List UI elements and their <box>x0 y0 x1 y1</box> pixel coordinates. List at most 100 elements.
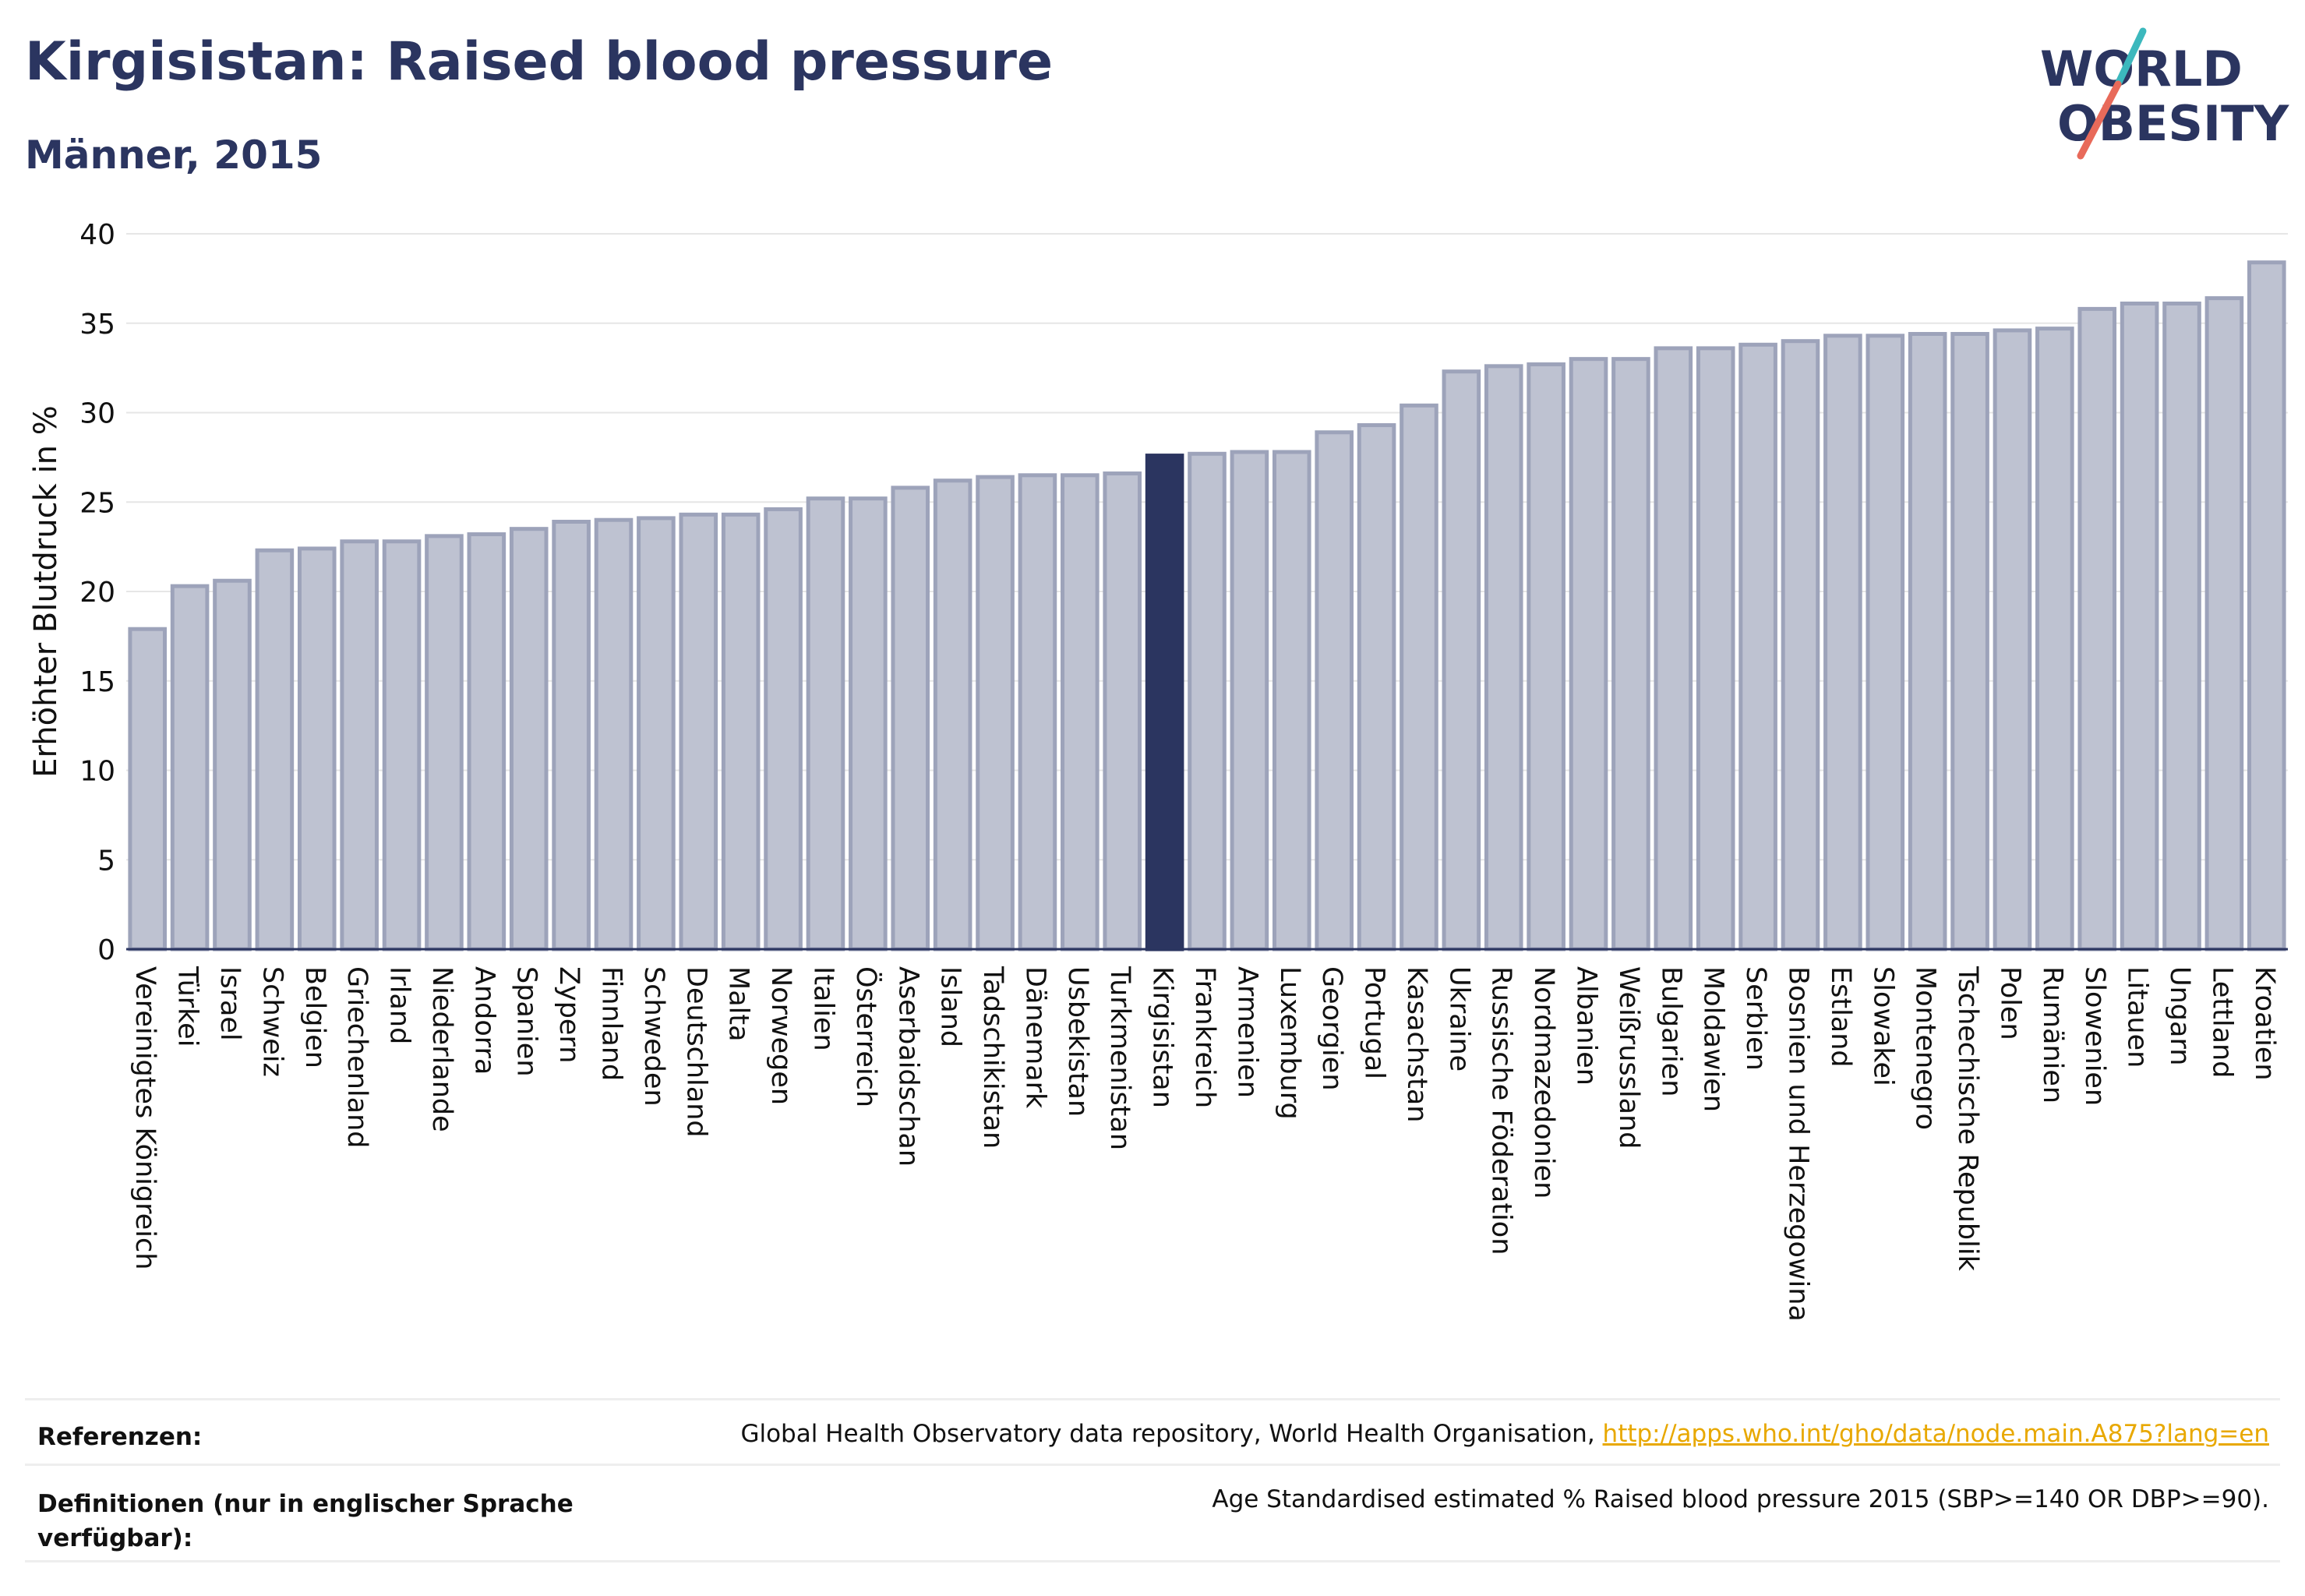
y-tick-label: 30 <box>79 398 115 430</box>
bar-armenien <box>1230 450 1269 952</box>
x-tick-label: Slowenien <box>2079 966 2110 1106</box>
x-tick-label: Türkei <box>172 966 203 1047</box>
x-tick-label: Tadschikistan <box>977 966 1008 1149</box>
x-tick-label: Moldawien <box>1698 966 1729 1112</box>
x-tick-label: Bulgarien <box>1655 966 1686 1096</box>
bars <box>128 260 2286 952</box>
bar-montenegro <box>1908 332 1947 952</box>
bar-moldawien <box>1696 346 1735 952</box>
definitions-label: Definitionen (nur in englischer Sprache … <box>37 1490 574 1552</box>
bar-israel <box>213 578 252 952</box>
references-label: Referenzen: <box>37 1423 203 1451</box>
bar-bulgarien <box>1654 346 1693 952</box>
bar-bosnien-und-herzegowina <box>1781 339 1820 952</box>
bar-frankreich <box>1188 451 1227 952</box>
bar-dänemark <box>1018 473 1057 952</box>
x-tick-label: Zypern <box>553 966 584 1063</box>
x-tick-label: Serbien <box>1740 966 1771 1071</box>
x-tick-label: Kasachstan <box>1401 966 1432 1122</box>
bar-andorra <box>467 532 507 952</box>
x-tick-label: Lettland <box>2206 966 2237 1078</box>
footer-divider-bottom <box>25 1560 2280 1562</box>
x-tick-label: Ungarn <box>2164 966 2195 1065</box>
footer-divider-middle <box>25 1464 2280 1466</box>
bar-weißrussland <box>1611 357 1650 952</box>
y-tick-label: 10 <box>79 756 115 788</box>
x-tick-label: Kroatien <box>2249 966 2280 1081</box>
y-tick-label: 0 <box>97 934 115 966</box>
bar-ukraine <box>1442 369 1481 952</box>
bar-portugal <box>1357 423 1396 952</box>
bar-belgien <box>297 546 337 952</box>
bar-griechenland <box>340 539 379 952</box>
x-tick-label: Turkmenistan <box>1104 966 1135 1150</box>
bar-deutschland <box>679 512 718 952</box>
x-tick-label: Slowakei <box>1867 966 1898 1086</box>
bar-island <box>933 478 972 952</box>
footer-divider-top <box>25 1398 2280 1400</box>
x-tick-label: Norwegen <box>765 966 796 1105</box>
x-tick-label: Luxemburg <box>1274 966 1305 1120</box>
bar-lettland <box>2204 296 2244 952</box>
y-tick-label: 25 <box>79 487 115 519</box>
bar-estland <box>1823 334 1862 952</box>
x-tick-label: Malta <box>723 966 754 1042</box>
bar-rumänien <box>2035 327 2074 952</box>
bar-schweiz <box>255 548 295 952</box>
x-tick-label: Schweden <box>638 966 669 1107</box>
references-value: Global Health Observatory data repositor… <box>740 1420 2269 1448</box>
x-tick-label: Österreich <box>850 966 883 1107</box>
bar-italien <box>806 496 845 952</box>
bar-niederlande <box>425 534 464 952</box>
x-tick-label: Weißrussland <box>1613 966 1644 1149</box>
bar-slowakei <box>1866 334 1905 952</box>
x-tick-label: Rumänien <box>2037 966 2068 1103</box>
world-obesity-logo: WORLD OBESITY <box>2040 27 2289 160</box>
bar-russische-föderation <box>1484 364 1523 952</box>
bar-luxemburg <box>1272 450 1311 952</box>
x-tick-label: Frankreich <box>1189 966 1220 1108</box>
bar-aserbaidschan <box>891 486 930 952</box>
bar-norwegen <box>764 507 803 952</box>
y-axis-label: Erhöhter Blutdruck in % <box>28 405 64 777</box>
bar-nordmazedonien <box>1527 362 1565 952</box>
y-tick-label: 35 <box>79 309 115 341</box>
bar-tschechische-republik <box>1950 332 1989 952</box>
x-tick-label: Dänemark <box>1019 966 1050 1109</box>
bar-usbekistan <box>1061 473 1100 952</box>
x-tick-label: Tschechische Republik <box>1952 966 1983 1272</box>
bar-österreich <box>849 496 888 952</box>
bar-litauen <box>2120 302 2159 952</box>
bar-malta <box>721 512 761 952</box>
y-tick-label: 20 <box>79 577 115 609</box>
references-link[interactable]: http://apps.who.int/gho/data/node.main.A… <box>1602 1420 2269 1448</box>
svg-text:WORLD: WORLD <box>2040 41 2243 97</box>
bar-polen <box>1993 328 2032 952</box>
x-tick-label: Griechenland <box>341 966 372 1148</box>
bar-tadschikistan <box>976 475 1015 952</box>
bar-slowenien <box>2077 306 2117 952</box>
x-tick-label: Georgien <box>1316 966 1347 1091</box>
x-tick-label: Deutschland <box>680 966 711 1138</box>
definitions-value: Age Standardised estimated % Raised bloo… <box>1212 1485 2269 1513</box>
x-tick-label: Polen <box>1994 966 2025 1040</box>
bar-albanien <box>1569 357 1608 952</box>
x-tick-label: Andorra <box>468 966 499 1075</box>
x-tick-label: Litauen <box>2122 966 2153 1068</box>
x-tick-label: Russische Föderation <box>1486 966 1517 1255</box>
x-axis-ticks: Vereinigtes Königreich Türkei Israel Schwei… <box>129 966 2280 1322</box>
bar-serbien <box>1738 342 1777 952</box>
bar-chart: 0 5 10 15 20 25 30 35 40 Vereinigtes Königreich T… <box>28 219 2288 1322</box>
x-tick-label: Island <box>935 966 966 1047</box>
y-tick-label: 5 <box>97 845 115 877</box>
x-tick-label: Usbekistan <box>1062 966 1093 1117</box>
bar-ungarn <box>2162 302 2201 952</box>
x-tick-label: Estland <box>1825 966 1856 1068</box>
bar-türkei <box>170 584 210 952</box>
y-tick-label: 15 <box>79 666 115 698</box>
x-tick-label: Bosnien und Herzegowina <box>1782 966 1813 1322</box>
bar-vereinigtes-königreich <box>128 627 167 952</box>
x-tick-label: Schweiz <box>256 966 288 1077</box>
x-tick-label: Niederlande <box>426 966 457 1132</box>
bar-turkmenistan <box>1103 471 1142 952</box>
